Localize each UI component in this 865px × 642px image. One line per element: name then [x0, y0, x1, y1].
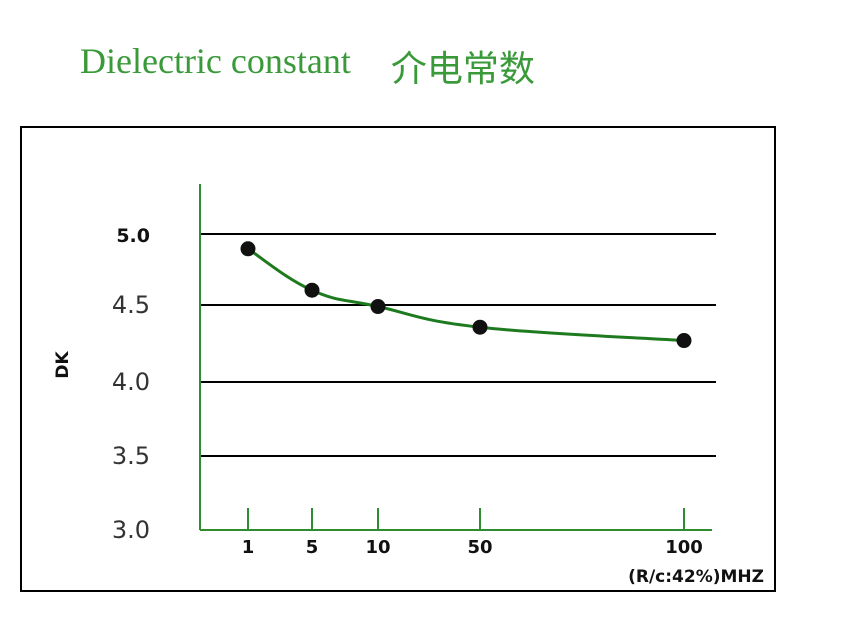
series-line [247, 247, 685, 343]
data-point [370, 299, 386, 315]
tick-labels: 5.0 4.5 4.0 3.5 3.0 1 5 10 50 100 DK (R/c:42%)MHZ [53, 225, 764, 587]
x-tick-label: 100 [665, 537, 703, 558]
data-point [472, 319, 488, 335]
y-axis-title: DK [53, 351, 73, 379]
x-tick-label: 5 [306, 537, 319, 558]
title-chinese: 介电常数 [390, 49, 535, 89]
y-tick-label: 4.0 [112, 368, 150, 396]
x-axis-title: (R/c:42%)MHZ [628, 567, 764, 587]
series [240, 241, 692, 349]
grid-lines [200, 233, 716, 457]
y-tick-label: 4.5 [112, 291, 150, 319]
data-point [676, 333, 692, 349]
y-tick-label: 5.0 [116, 225, 150, 247]
data-point [304, 282, 320, 298]
chart-frame [20, 126, 776, 592]
slide-title: Dielectric constant 介电常数 [80, 40, 535, 92]
x-tick-label: 50 [467, 537, 492, 558]
title-english: Dielectric constant [80, 41, 351, 81]
data-point [240, 241, 256, 257]
y-tick-label: 3.5 [112, 442, 150, 470]
y-tick-label: 3.0 [112, 516, 150, 544]
axes [199, 184, 712, 531]
x-tick-label: 10 [365, 537, 390, 558]
x-tick-label: 1 [242, 537, 255, 558]
